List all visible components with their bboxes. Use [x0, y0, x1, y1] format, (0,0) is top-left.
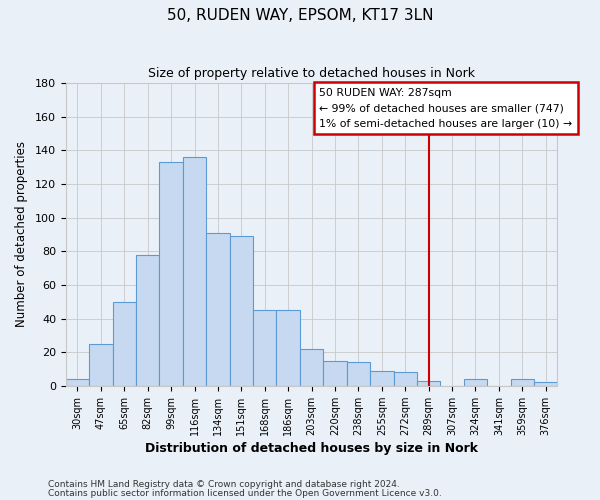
Bar [370, 370, 394, 386]
Bar [253, 310, 277, 386]
Bar [300, 349, 323, 386]
Bar [66, 379, 89, 386]
Bar [230, 236, 253, 386]
Text: 50, RUDEN WAY, EPSOM, KT17 3LN: 50, RUDEN WAY, EPSOM, KT17 3LN [167, 8, 433, 22]
Text: Contains public sector information licensed under the Open Government Licence v3: Contains public sector information licen… [48, 488, 442, 498]
Bar [89, 344, 113, 386]
Title: Size of property relative to detached houses in Nork: Size of property relative to detached ho… [148, 68, 475, 80]
Text: 50 RUDEN WAY: 287sqm
← 99% of detached houses are smaller (747)
1% of semi-detac: 50 RUDEN WAY: 287sqm ← 99% of detached h… [319, 88, 572, 129]
Bar [206, 233, 230, 386]
Bar [534, 382, 557, 386]
Text: Contains HM Land Registry data © Crown copyright and database right 2024.: Contains HM Land Registry data © Crown c… [48, 480, 400, 489]
Bar [183, 157, 206, 386]
Bar [347, 362, 370, 386]
Bar [511, 379, 534, 386]
Bar [417, 381, 440, 386]
Bar [277, 310, 300, 386]
Bar [394, 372, 417, 386]
Bar [160, 162, 183, 386]
Bar [323, 360, 347, 386]
Bar [464, 379, 487, 386]
X-axis label: Distribution of detached houses by size in Nork: Distribution of detached houses by size … [145, 442, 478, 455]
Bar [113, 302, 136, 386]
Y-axis label: Number of detached properties: Number of detached properties [15, 142, 28, 328]
Bar [136, 254, 160, 386]
